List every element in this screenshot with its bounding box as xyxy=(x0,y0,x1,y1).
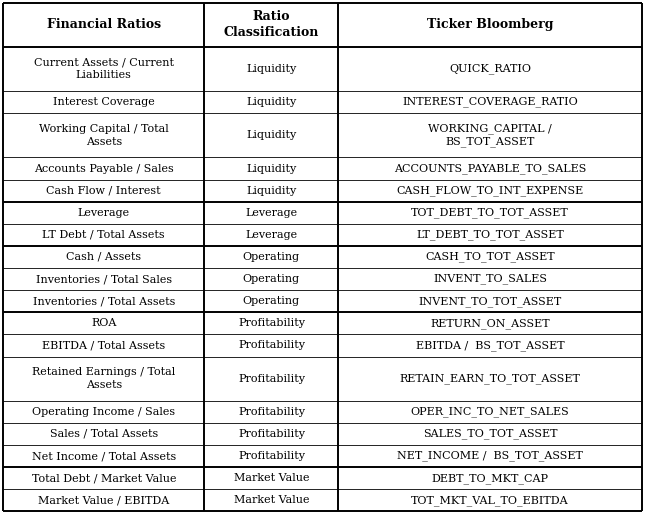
Text: Market Value / EBITDA: Market Value / EBITDA xyxy=(38,495,170,505)
Text: Liquidity: Liquidity xyxy=(246,131,297,140)
Text: Ticker Bloomberg: Ticker Bloomberg xyxy=(427,18,553,31)
Text: Profitability: Profitability xyxy=(238,451,305,461)
Text: Profitability: Profitability xyxy=(238,407,305,417)
Text: Cash / Assets: Cash / Assets xyxy=(66,252,141,262)
Text: Profitability: Profitability xyxy=(238,318,305,328)
Text: TOT_MKT_VAL_TO_EBITDA: TOT_MKT_VAL_TO_EBITDA xyxy=(412,495,569,506)
Text: Interest Coverage: Interest Coverage xyxy=(53,97,155,107)
Text: CASH_FLOW_TO_INT_EXPENSE: CASH_FLOW_TO_INT_EXPENSE xyxy=(397,185,584,196)
Text: Total Debt / Market Value: Total Debt / Market Value xyxy=(32,473,176,483)
Text: Profitability: Profitability xyxy=(238,340,305,351)
Text: Liquidity: Liquidity xyxy=(246,64,297,74)
Text: Financial Ratios: Financial Ratios xyxy=(46,18,161,31)
Text: RETAIN_EARN_TO_TOT_ASSET: RETAIN_EARN_TO_TOT_ASSET xyxy=(400,373,580,384)
Text: NET_INCOME /  BS_TOT_ASSET: NET_INCOME / BS_TOT_ASSET xyxy=(397,451,583,462)
Text: Market Value: Market Value xyxy=(233,473,309,483)
Text: Operating Income / Sales: Operating Income / Sales xyxy=(32,407,175,417)
Text: INVENT_TO_SALES: INVENT_TO_SALES xyxy=(433,274,547,284)
Text: SALES_TO_TOT_ASSET: SALES_TO_TOT_ASSET xyxy=(423,429,557,439)
Text: WORKING_CAPITAL /
BS_TOT_ASSET: WORKING_CAPITAL / BS_TOT_ASSET xyxy=(428,123,552,147)
Text: EBITDA /  BS_TOT_ASSET: EBITDA / BS_TOT_ASSET xyxy=(416,340,564,351)
Text: OPER_INC_TO_NET_SALES: OPER_INC_TO_NET_SALES xyxy=(411,407,570,417)
Text: Liquidity: Liquidity xyxy=(246,97,297,107)
Text: Liquidity: Liquidity xyxy=(246,163,297,174)
Text: CASH_TO_TOT_ASSET: CASH_TO_TOT_ASSET xyxy=(425,252,555,262)
Text: Operating: Operating xyxy=(243,274,300,284)
Text: RETURN_ON_ASSET: RETURN_ON_ASSET xyxy=(430,318,550,329)
Text: Market Value: Market Value xyxy=(233,495,309,505)
Text: INVENT_TO_TOT_ASSET: INVENT_TO_TOT_ASSET xyxy=(419,296,562,307)
Text: LT_DEBT_TO_TOT_ASSET: LT_DEBT_TO_TOT_ASSET xyxy=(416,230,564,240)
Text: QUICK_RATIO: QUICK_RATIO xyxy=(449,64,531,75)
Text: Leverage: Leverage xyxy=(245,208,297,218)
Text: Net Income / Total Assets: Net Income / Total Assets xyxy=(32,451,176,461)
Text: Ratio
Classification: Ratio Classification xyxy=(224,10,319,39)
Text: Operating: Operating xyxy=(243,296,300,306)
Text: ROA: ROA xyxy=(91,318,117,328)
Text: Working Capital / Total
Assets: Working Capital / Total Assets xyxy=(39,124,169,146)
Text: TOT_DEBT_TO_TOT_ASSET: TOT_DEBT_TO_TOT_ASSET xyxy=(412,207,569,218)
Text: Sales / Total Assets: Sales / Total Assets xyxy=(50,429,158,439)
Text: DEBT_TO_MKT_CAP: DEBT_TO_MKT_CAP xyxy=(432,473,549,484)
Text: INTEREST_COVERAGE_RATIO: INTEREST_COVERAGE_RATIO xyxy=(402,97,578,107)
Text: Current Assets / Current
Liabilities: Current Assets / Current Liabilities xyxy=(34,58,174,80)
Text: Inventories / Total Assets: Inventories / Total Assets xyxy=(33,296,175,306)
Text: Inventories / Total Sales: Inventories / Total Sales xyxy=(35,274,172,284)
Text: Retained Earnings / Total
Assets: Retained Earnings / Total Assets xyxy=(32,368,175,390)
Text: LT Debt / Total Assets: LT Debt / Total Assets xyxy=(43,230,165,240)
Text: Cash Flow / Interest: Cash Flow / Interest xyxy=(46,186,161,196)
Text: Liquidity: Liquidity xyxy=(246,186,297,196)
Text: Profitability: Profitability xyxy=(238,429,305,439)
Text: Operating: Operating xyxy=(243,252,300,262)
Text: ACCOUNTS_PAYABLE_TO_SALES: ACCOUNTS_PAYABLE_TO_SALES xyxy=(394,163,586,174)
Text: EBITDA / Total Assets: EBITDA / Total Assets xyxy=(42,340,165,351)
Text: Leverage: Leverage xyxy=(245,230,297,240)
Text: Leverage: Leverage xyxy=(78,208,130,218)
Text: Profitability: Profitability xyxy=(238,374,305,383)
Text: Accounts Payable / Sales: Accounts Payable / Sales xyxy=(34,163,174,174)
